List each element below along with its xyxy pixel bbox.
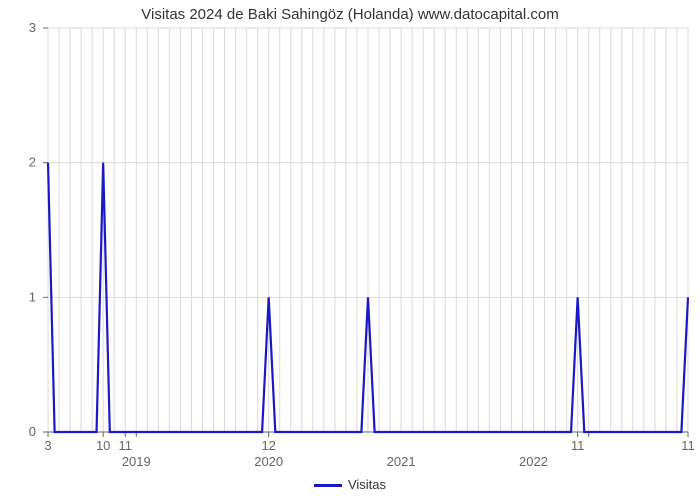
svg-text:2021: 2021 <box>387 454 416 469</box>
svg-text:11: 11 <box>571 438 585 453</box>
svg-text:3: 3 <box>29 20 36 35</box>
svg-text:12: 12 <box>261 438 275 453</box>
legend-label: Visitas <box>348 477 386 492</box>
svg-text:2022: 2022 <box>519 454 548 469</box>
svg-text:1: 1 <box>29 289 36 304</box>
svg-text:0: 0 <box>29 424 36 439</box>
svg-text:10: 10 <box>96 438 110 453</box>
svg-text:11: 11 <box>118 438 132 453</box>
chart-legend: Visitas <box>0 477 700 492</box>
svg-text:2: 2 <box>29 155 36 170</box>
svg-text:2019: 2019 <box>122 454 151 469</box>
visits-chart: 0123 310111211112019202020212022 <box>0 0 700 500</box>
svg-text:3: 3 <box>44 438 51 453</box>
legend-swatch <box>314 484 342 487</box>
svg-text:11: 11 <box>681 438 695 453</box>
svg-text:2020: 2020 <box>254 454 283 469</box>
